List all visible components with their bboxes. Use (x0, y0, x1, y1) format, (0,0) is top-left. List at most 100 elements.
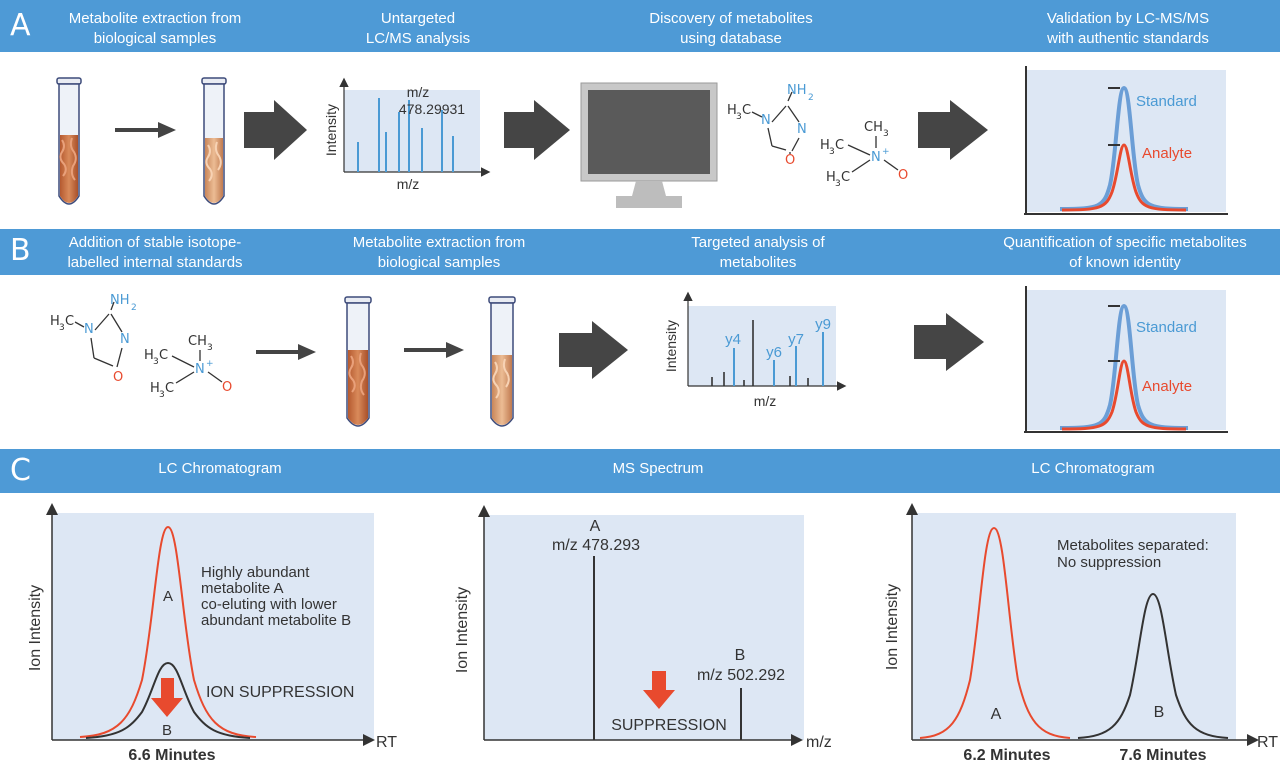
suppression-arrow-icon (151, 678, 183, 717)
y-axis-label: Ion Intensity (27, 585, 44, 671)
chem-label: H (826, 170, 836, 185)
peak-a-label: A (590, 518, 601, 535)
peak-b-curve (1077, 592, 1229, 739)
section-c-letter: C (10, 453, 31, 488)
section-c-band (0, 449, 1280, 493)
test-tube-extract (488, 296, 516, 427)
header-line: Addition of stable isotope- (68, 234, 242, 251)
section-a-header-2: Untargeted LC/MS analysis (318, 9, 518, 49)
peak-a-label: A (991, 706, 1002, 723)
chem-label: C (65, 314, 74, 329)
peak-b-mz: m/z 502.292 (697, 667, 785, 684)
retention-time-label: 6.6 Minutes (128, 747, 215, 763)
creatinine-structure-a: NH 2 H 3 C N N O (727, 83, 814, 168)
flow-arrow-large (244, 100, 307, 160)
tmao-structure-b: CH 3 H 3 C H 3 C N + O (144, 334, 232, 400)
standard-peak (1059, 85, 1189, 211)
analyte-peak (1061, 143, 1187, 212)
creatinine-structure-b: NH 2 H 3 C N N O (50, 293, 137, 385)
section-a-letter: A (10, 8, 31, 43)
chem-label: 3 (883, 129, 889, 139)
chem-label: C (841, 170, 850, 185)
chem-label: 2 (808, 93, 814, 103)
section-c-title-3: LC Chromatogram (1031, 460, 1155, 477)
section-a-header-1: Metabolite extraction from biological sa… (40, 9, 270, 49)
ion-suppression-label: ION SUPPRESSION (206, 684, 354, 701)
peak-b-label: B (162, 722, 172, 739)
chart-panel (52, 513, 374, 740)
chem-label: H (727, 103, 737, 118)
chem-label: H (50, 314, 60, 329)
y-axis-label: Intensity (663, 320, 679, 372)
chem-label: C (742, 103, 751, 118)
flow-arrow-small (404, 342, 464, 358)
x-axis-label: RT (376, 734, 397, 751)
chem-label: 3 (829, 147, 835, 157)
untargeted-spectrum: m/z 478.29931 m/z Intensity (323, 77, 491, 192)
retention-time-a: 6.2 Minutes (963, 747, 1050, 763)
chem-label: 3 (736, 112, 742, 122)
header-line: Metabolite extraction from (352, 234, 526, 251)
note-line: abundant metabolite B (201, 612, 351, 629)
chem-label: 3 (207, 343, 213, 353)
chem-label: N (84, 322, 94, 337)
x-axis-label: RT (1257, 734, 1278, 751)
peak-a-mz: m/z 478.293 (552, 537, 640, 554)
peak-a-curve (79, 525, 257, 738)
header-line: using database (680, 30, 782, 47)
analyte-peak (1061, 359, 1187, 431)
retention-time-b: 7.6 Minutes (1119, 747, 1206, 763)
chem-label: O (898, 168, 908, 183)
flow-arrow-large (918, 100, 988, 160)
chem-label: N (797, 122, 807, 137)
header-line: Discovery of metabolites (649, 10, 813, 27)
analyte-label: Analyte (1142, 378, 1192, 395)
quantification-chromatogram-b: Standard Analyte (1024, 286, 1228, 433)
spectrum-panel (688, 306, 836, 386)
header-line: of known identity (1069, 254, 1181, 271)
targeted-spectrum: y4 y6 y7 y9 m/z Intensity (663, 291, 847, 409)
suppression-arrow-icon (643, 671, 675, 709)
test-tube-full (56, 77, 82, 205)
note-line: Metabolites separated: (1057, 537, 1209, 554)
peak-mz-value: 478.29931 (399, 101, 465, 117)
y-axis-label: Ion Intensity (884, 584, 901, 670)
note-line: co-eluting with lower (201, 596, 337, 613)
peak-b-curve (85, 661, 251, 739)
chem-label: C (159, 348, 168, 363)
chart-panel (484, 515, 804, 740)
header-line: Metabolite extraction from (68, 10, 242, 27)
chem-label: C (835, 138, 844, 153)
header-line: LC/MS analysis (365, 30, 471, 47)
validation-chromatogram-a: Standard Analyte (1024, 66, 1228, 215)
section-a-band (0, 0, 1280, 52)
ion-label-y6: y6 (766, 344, 782, 361)
ion-peaks (733, 332, 824, 386)
y-axis-label: Ion Intensity (454, 587, 471, 673)
ion-label-y7: y7 (788, 331, 804, 348)
chem-label: NH (110, 293, 130, 308)
computer-monitor-icon (580, 82, 718, 208)
note-line: No suppression (1057, 554, 1161, 571)
flow-arrow-large (914, 313, 984, 371)
chem-label: + (206, 359, 214, 369)
ion-label-y4: y4 (725, 331, 741, 348)
header-line: biological samples (377, 254, 501, 271)
standard-label: Standard (1136, 319, 1197, 336)
section-b-header-3: Targeted analysis of metabolites (648, 233, 868, 273)
tmao-structure-a: CH 3 H 3 C H 3 C N + O (820, 120, 908, 189)
spectrum-panel (344, 90, 480, 172)
standard-peak (1059, 303, 1189, 430)
header-line: Untargeted (380, 10, 456, 27)
lc-chromatogram-coelution: A B Highly abundant metabolite A co-elut… (27, 503, 397, 763)
chem-label: 2 (131, 303, 137, 313)
section-b-band (0, 229, 1280, 275)
chem-label: O (222, 380, 232, 395)
section-c-title-1: LC Chromatogram (158, 460, 282, 477)
chem-label: 3 (835, 179, 841, 189)
fragment-peaks (711, 320, 809, 386)
peak-mz-label: m/z (407, 84, 430, 100)
chem-label: H (144, 348, 154, 363)
chem-label: N (871, 150, 881, 165)
test-tube-extract (201, 77, 227, 205)
